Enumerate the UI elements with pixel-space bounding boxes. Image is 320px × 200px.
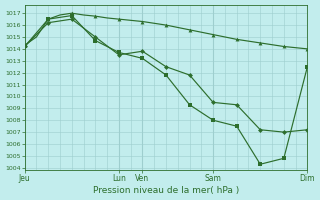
X-axis label: Pression niveau de la mer( hPa ): Pression niveau de la mer( hPa ) bbox=[93, 186, 239, 195]
